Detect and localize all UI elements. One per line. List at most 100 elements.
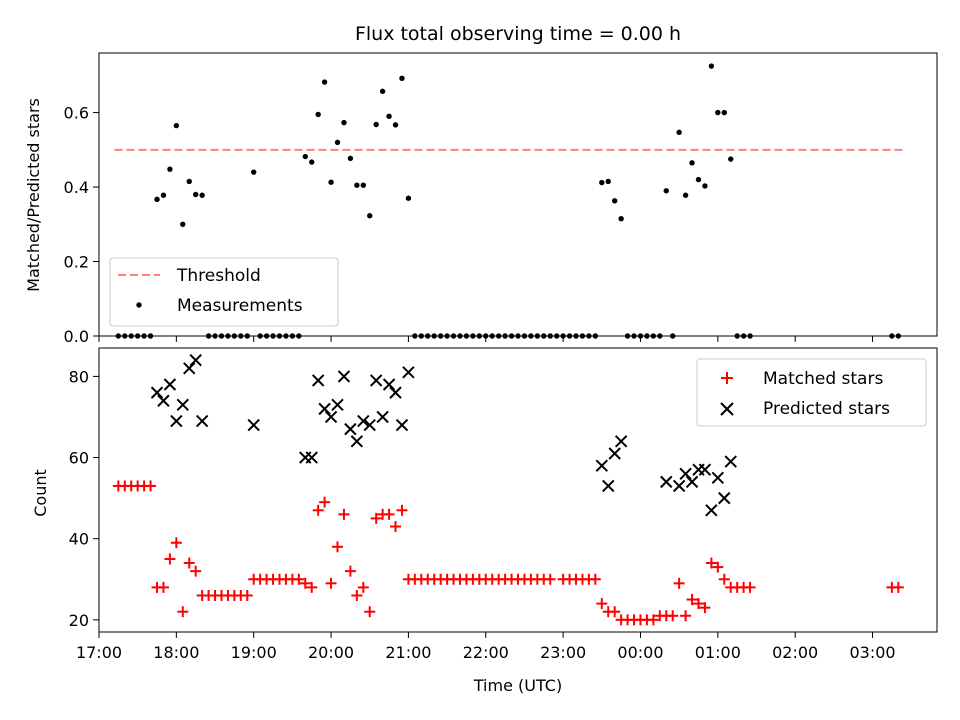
matched-point [299,577,311,589]
predicted-point [344,422,357,436]
matched-point [544,573,556,585]
predicted-point [247,418,260,432]
legend-matched-swatch [721,372,733,384]
y-tick-label: 0.2 [64,253,89,272]
y-tick-label: 0.4 [64,178,89,197]
predicted-point [170,414,183,428]
data-point [599,179,605,186]
top-panel: 0.0 0.2 0.4 0.6 Matched/Predicted stars Thr… [24,52,938,346]
x-tick-label: 23:00 [540,643,586,662]
top-legend-box [109,257,339,327]
predicted-point [183,362,196,375]
data-point [173,122,180,129]
data-point [373,121,379,128]
matched-point [145,480,157,492]
matched-point [383,508,395,520]
data-point [379,88,386,95]
predicted-point [614,435,628,448]
bottom-x-ticks: 17:00 18:00 19:00 20:00 21:00 22:00 23:00 00:00… [76,632,896,662]
x-axis-label: Time (UTC) [473,676,562,695]
x-tick-label: 20:00 [308,643,354,662]
y-tick-label: 20 [69,611,89,630]
data-point [354,182,360,188]
predicted-point [337,370,351,383]
bottom-legend-box [696,358,927,427]
matched-point [647,614,659,626]
predicted-point [679,467,692,480]
data-point [180,221,186,227]
data-point [360,182,366,188]
data-point [676,129,682,136]
predicted-point [382,378,396,391]
predicted-point [157,394,170,407]
data-point [682,192,689,198]
matched-point [190,565,202,577]
predicted-point [305,451,318,464]
matched-point [744,581,756,593]
matched-point [589,573,601,585]
chart-title: Flux total observing time = 0.00 h [355,23,681,45]
x-tick-label: 18:00 [153,643,199,662]
predicted-point [189,353,202,367]
matched-point [312,504,324,516]
data-point [689,160,695,166]
matched-point [293,573,305,585]
matched-point [718,573,730,585]
predicted-point [711,471,725,485]
matched-point [344,565,356,577]
predicted-point [318,402,331,416]
top-y-axis-label: Matched/Predicted stars [24,98,43,292]
matched-point [164,553,176,565]
top-x-ticks [98,336,874,342]
data-point [392,122,399,128]
predicted-point [395,418,409,432]
predicted-point [331,398,344,412]
data-point [251,169,257,175]
x-tick-label: 03:00 [849,643,895,662]
predicted-point [324,410,338,424]
y-tick-label: 0.6 [64,104,89,123]
matched-point [699,602,711,614]
data-point [728,156,734,162]
data-point [328,179,334,185]
data-point [160,192,167,198]
matched-point [364,606,376,618]
x-tick-label: 22:00 [463,643,509,662]
bottom-legend: Matched stars Predicted stars [696,358,927,427]
bottom-axes-frame [98,347,938,633]
matched-point [680,610,692,622]
data-point [663,188,669,194]
data-point [695,176,702,183]
predicted-point [672,479,686,493]
data-point [192,191,199,198]
y-tick-label: 40 [69,530,89,549]
bottom-y-axis-label: Count [31,469,50,517]
predicted-point [369,374,383,387]
legend-matched-label: Matched stars [763,369,883,389]
data-point [167,166,173,172]
top-plot-marks [114,63,905,339]
predicted-point [685,475,699,489]
bottom-plot-marks [112,353,904,626]
matched-point [396,504,408,516]
data-point [708,63,715,69]
bottom-panel: 20 40 60 80 17:00 18:00 19:00 20:00 21:00 22:00 2… [31,347,938,695]
predicted-point [705,504,718,517]
matched-point [332,541,344,553]
data-point [618,216,624,222]
matched-point [306,581,318,593]
matched-point [357,581,369,593]
predicted-point [176,398,190,412]
predicted-point [150,386,164,399]
data-point [702,183,708,189]
data-point [321,79,328,85]
x-tick-label: 00:00 [617,643,663,662]
legend-measurements-swatch [136,302,142,308]
matched-point [673,577,685,589]
data-point [399,75,405,82]
matched-point [686,594,698,606]
data-point [721,109,727,116]
matched-point [170,537,182,549]
data-point [154,196,160,203]
matched-point [667,610,679,622]
